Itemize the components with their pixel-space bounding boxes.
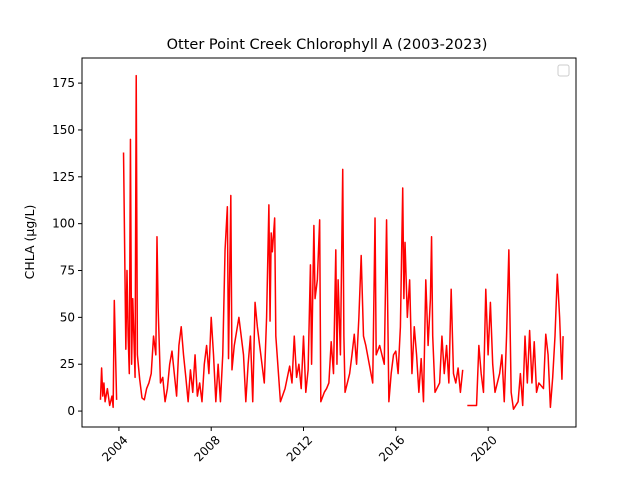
x-tick-label: 2004 xyxy=(99,433,130,464)
y-tick-label: 125 xyxy=(52,170,75,184)
x-tick-label: 2012 xyxy=(284,433,315,464)
x-axis-label: Date xyxy=(312,477,342,480)
y-axis-label: CHLA (µg/L) xyxy=(22,205,37,280)
x-tick-label: 2016 xyxy=(376,433,407,464)
y-tick-label: 100 xyxy=(52,217,75,231)
chart-title: Otter Point Creek Chlorophyll A (2003-20… xyxy=(167,37,488,53)
data-line xyxy=(99,74,564,410)
y-tick-label: 25 xyxy=(60,357,75,371)
y-tick-label: 0 xyxy=(67,404,75,418)
y-tick-label: 175 xyxy=(52,76,75,90)
y-tick-label: 75 xyxy=(60,264,75,278)
y-tick-label: 50 xyxy=(60,310,75,324)
legend xyxy=(557,64,570,77)
x-tick-label: 2020 xyxy=(468,433,499,464)
x-tick-label: 2008 xyxy=(191,433,222,464)
plot-frame xyxy=(81,57,577,428)
y-tick-label: 150 xyxy=(52,123,75,137)
